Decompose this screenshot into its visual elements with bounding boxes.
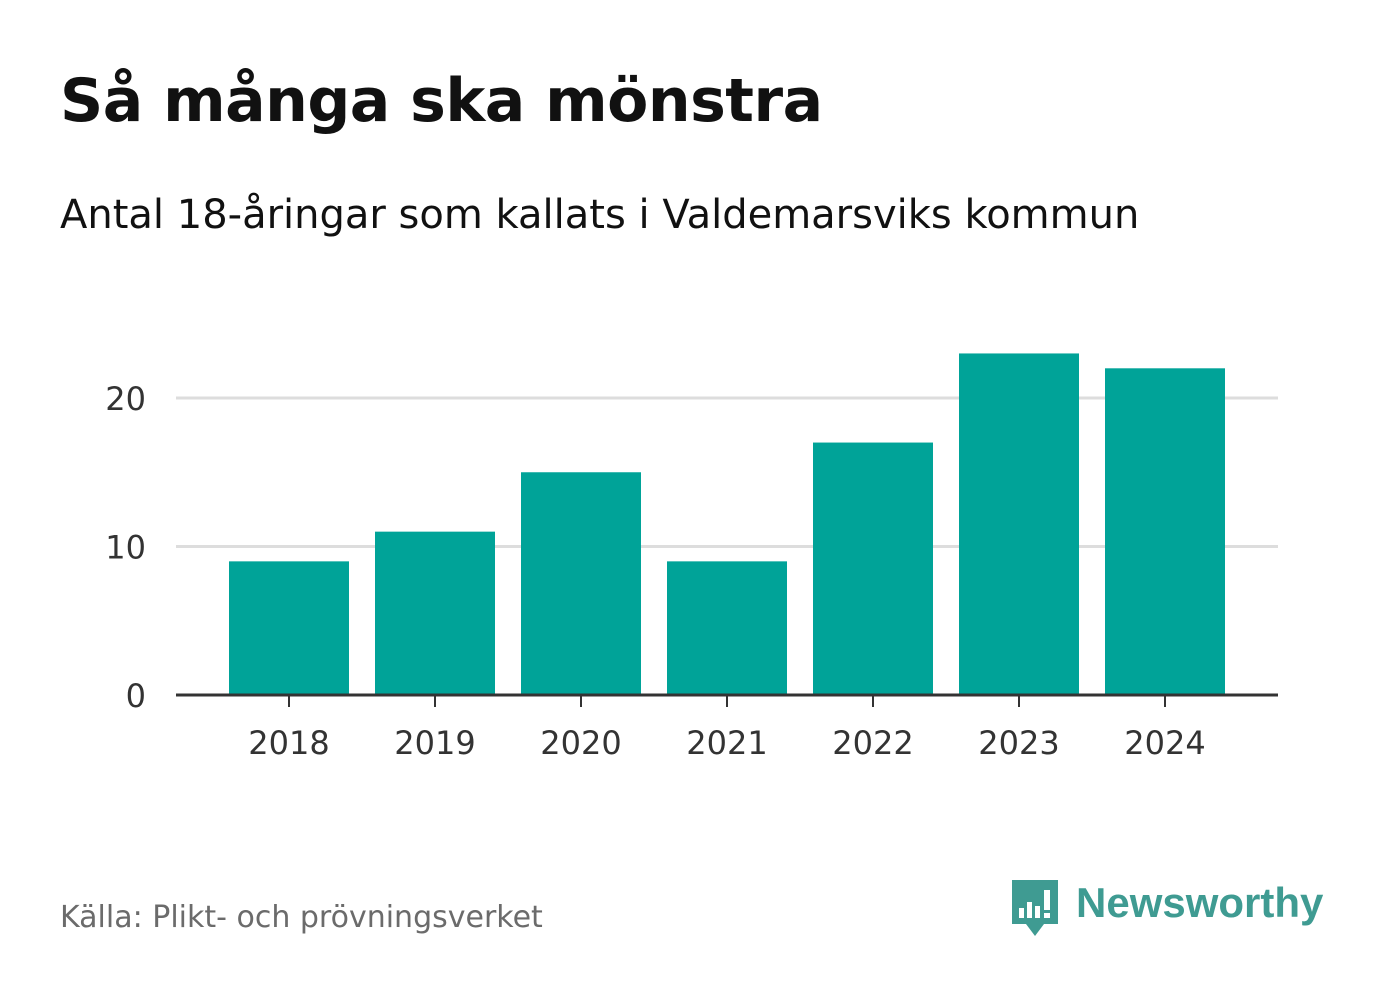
x-tick-label-2019: 2019 [394,724,475,762]
bar-2021 [667,561,787,695]
newsworthy-logo-icon [1012,880,1058,936]
bar-2023 [959,353,1079,695]
source-note: Källa: Plikt- och prövningsverket [60,900,543,935]
bar-2022 [813,442,933,695]
bar-2018 [229,561,349,695]
x-tick-label-2020: 2020 [540,724,621,762]
y-tick-label-20: 20 [105,380,146,418]
brand-name: Newsworthy [1076,879,1324,926]
chart-subtitle: Antal 18-åringar som kallats i Valdemars… [60,192,1140,238]
x-tick-label-2024: 2024 [1124,724,1205,762]
bar-2024 [1105,368,1225,695]
x-tick-label-2018: 2018 [248,724,329,762]
y-tick-label-10: 10 [105,529,146,567]
brand-logo: Newsworthy [1010,878,1323,940]
y-tick-label-0: 0 [126,677,146,715]
bar-2020 [521,472,641,695]
chart-title: Så många ska mönstra [60,66,823,136]
x-tick-label-2022: 2022 [832,724,913,762]
bar-2019 [375,531,495,695]
x-tick-label-2021: 2021 [686,724,767,762]
x-tick-label-2023: 2023 [978,724,1059,762]
